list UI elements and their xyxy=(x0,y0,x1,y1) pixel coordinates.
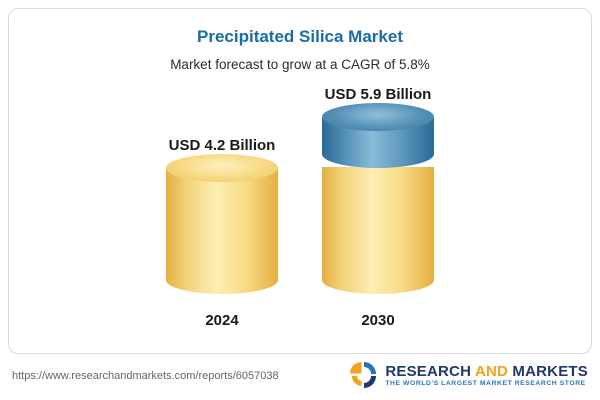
bar-group-2024: USD 4.2 Billion 2024 xyxy=(166,137,278,329)
logo-icon xyxy=(348,360,378,393)
logo-text: RESEARCH AND MARKETS THE WORLD'S LARGEST… xyxy=(385,364,588,388)
cylinder-growth-top-ellipse xyxy=(322,103,434,131)
footer: https://www.researchandmarkets.com/repor… xyxy=(0,356,600,400)
value-label-2030: USD 5.9 Billion xyxy=(324,86,432,103)
cylinder-base-body xyxy=(322,167,434,294)
bar-group-2030: USD 5.9 Billion 2030 xyxy=(322,86,434,329)
chart-title: Precipitated Silica Market xyxy=(197,27,403,46)
cylinder-2030-segment-base xyxy=(322,167,434,294)
cylinder-2024 xyxy=(166,154,278,294)
category-label-2030: 2030 xyxy=(361,312,395,329)
cylinder-top-ellipse xyxy=(166,154,278,182)
plot-area: USD 4.2 Billion 2024 USD 5.9 Billion 203… xyxy=(9,86,591,329)
category-label-2024: 2024 xyxy=(205,312,239,329)
logo-word-markets: MARKETS xyxy=(512,363,588,381)
logo-wordmark: RESEARCH AND MARKETS xyxy=(385,364,588,379)
cylinder-2030-segment-growth xyxy=(322,103,434,168)
research-and-markets-logo: RESEARCH AND MARKETS THE WORLD'S LARGEST… xyxy=(348,360,588,393)
cylinder-body xyxy=(166,168,278,294)
logo-tagline: THE WORLD'S LARGEST MARKET RESEARCH STOR… xyxy=(385,380,586,388)
chart-subtitle: Market forecast to grow at a CAGR of 5.8… xyxy=(170,57,430,72)
report-url: https://www.researchandmarkets.com/repor… xyxy=(12,370,279,382)
logo-word-and: AND xyxy=(474,363,509,381)
value-label-2024: USD 4.2 Billion xyxy=(168,137,276,154)
cylinder-2030 xyxy=(322,103,434,294)
logo-word-research: RESEARCH xyxy=(385,363,472,381)
chart-card: Precipitated Silica Market Market foreca… xyxy=(8,8,592,354)
